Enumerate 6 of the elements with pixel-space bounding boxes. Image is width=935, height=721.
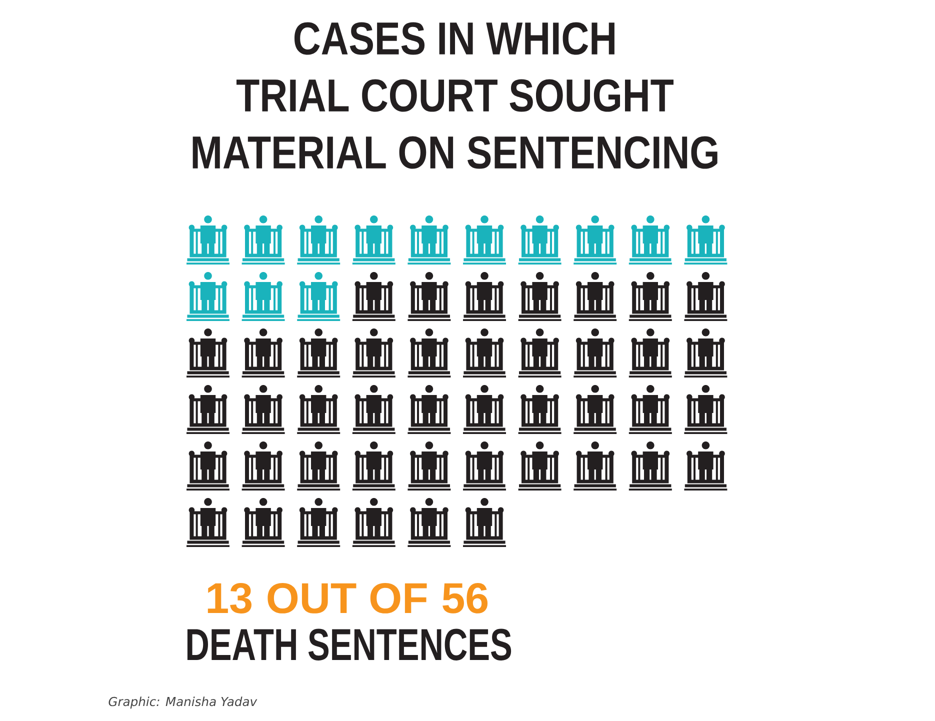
text: OUT OF bbox=[268, 582, 427, 614]
data-label: 13 bbox=[208, 582, 252, 614]
text: Graphic: Manisha Yadav bbox=[108, 696, 258, 709]
text: CASES IN WHICH TRIAL COURT SOUGHT MATERIAL ON SENTENCING bbox=[192, 22, 718, 169]
text: DEATH SENTENCES bbox=[187, 628, 512, 660]
data-label: 56 bbox=[442, 582, 488, 614]
